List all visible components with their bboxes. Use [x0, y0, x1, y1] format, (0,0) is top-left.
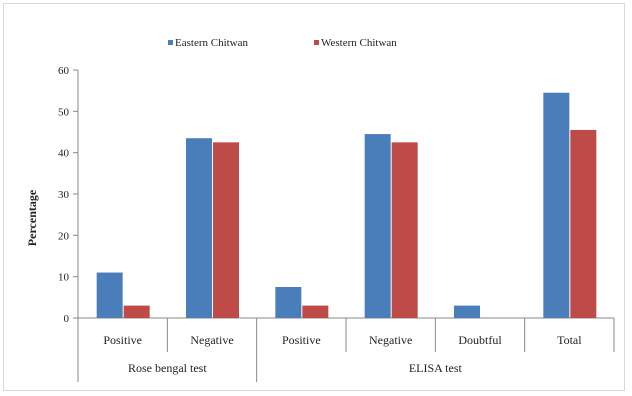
y-tick-label: 30 — [58, 189, 70, 201]
y-axis-title: Percentage — [25, 189, 39, 246]
bar — [96, 272, 123, 318]
legend-label: Eastern Chitwan — [175, 37, 249, 49]
legend-label: Western Chitwan — [321, 37, 397, 49]
legend-swatch — [314, 40, 319, 45]
category-label: Total — [557, 333, 582, 347]
bar — [275, 287, 302, 318]
category-label: Negative — [369, 333, 412, 347]
category-label: Negative — [190, 333, 233, 347]
bar — [391, 142, 418, 318]
axes — [73, 69, 615, 382]
group-label: Rose bengal test — [128, 361, 207, 375]
y-tick-label: 60 — [58, 65, 70, 77]
bar — [213, 142, 239, 318]
chart-frame — [3, 3, 625, 391]
category-label: Positive — [103, 333, 142, 347]
y-tick-label: 40 — [58, 148, 70, 160]
bar — [186, 138, 212, 318]
y-tick-label: 10 — [58, 272, 70, 284]
labels: 0 10 20 30 40 50 60 Positive Negative Positive Neg… — [58, 65, 582, 375]
bars — [96, 92, 597, 318]
group-label: ELISA test — [409, 361, 463, 375]
legend-swatch — [168, 40, 173, 45]
bar — [543, 92, 570, 318]
bar — [302, 305, 329, 318]
y-tick-label: 50 — [58, 106, 70, 118]
category-label: Positive — [282, 333, 321, 347]
bar — [570, 129, 597, 318]
y-tick-label: 0 — [64, 313, 70, 325]
bar — [364, 134, 391, 318]
bar — [123, 305, 150, 318]
category-label: Doubtful — [458, 333, 502, 347]
y-tick-label: 20 — [58, 230, 70, 242]
legend: Eastern Chitwan Western Chitwan — [168, 37, 397, 49]
bar — [454, 305, 480, 318]
